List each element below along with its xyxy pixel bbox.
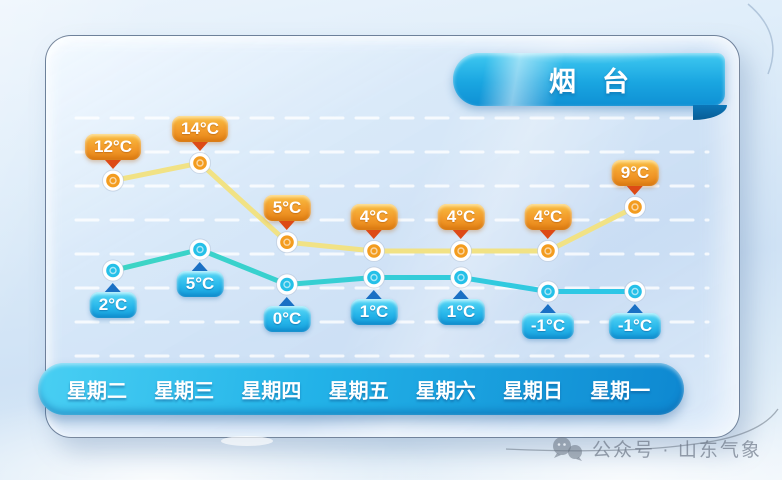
temp-badge-low: -1°C (521, 312, 575, 339)
temp-badge-high: 4°C (524, 204, 572, 230)
temp-badge-high: 5°C (263, 195, 311, 222)
weekday-label: 星期一 (590, 380, 651, 403)
city-title: 烟台 (549, 67, 655, 97)
temp-badge-high: 4°C (350, 204, 398, 230)
weekday-label: 星期三 (154, 380, 215, 403)
temp-badge-high: 4°C (437, 204, 485, 230)
temp-badge-low: 2°C (89, 291, 137, 318)
temp-badge-low: 1°C (350, 298, 398, 325)
temp-badge-low: 0°C (263, 305, 311, 332)
weekday-label: 星期四 (241, 380, 302, 403)
weekday-label: 星期六 (415, 380, 476, 403)
weekday-label: 星期日 (503, 380, 563, 403)
weekday-label: 星期五 (328, 380, 389, 403)
temp-badge-high: 9°C (611, 160, 659, 186)
temp-badge-low: 1°C (437, 298, 485, 325)
watermark: 公众号 · 山东气象 (551, 435, 762, 462)
temp-badge-low: 5°C (176, 270, 224, 297)
watermark-text: 公众号 · 山东气象 (592, 440, 762, 461)
weekday-label: 星期二 (67, 380, 127, 403)
city-ribbon: 烟台 (453, 53, 727, 120)
temp-badge-high: 14°C (172, 116, 228, 142)
wechat-icon (553, 436, 582, 461)
temp-badge-low: -1°C (608, 312, 662, 339)
weekday-bar: 星期二 星期三 星期四 星期五 星期六 星期日 星期一 (38, 363, 684, 415)
temp-badge-high: 12°C (85, 133, 141, 160)
